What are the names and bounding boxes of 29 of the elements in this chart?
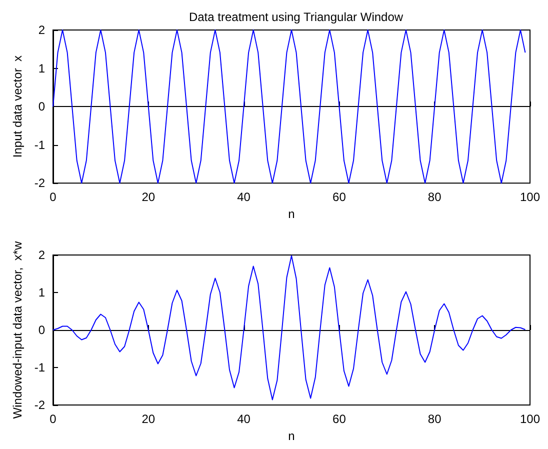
y-tick-label: 2 — [38, 23, 46, 37]
x-tick-label: 20 — [142, 190, 156, 204]
y-tick-label: -2 — [34, 398, 46, 412]
y-tick-label: 0 — [38, 323, 46, 337]
x-tick-label: 20 — [142, 412, 156, 426]
x-tick-label: 100 — [520, 412, 540, 426]
y-axis-title: Windowed-input data vector, x*w — [10, 240, 24, 419]
y-axis-title: Input data vector x — [10, 56, 24, 158]
x-tick-label: 80 — [428, 412, 442, 426]
x-axis-title: n — [288, 428, 295, 443]
x-tick-label: 40 — [237, 412, 251, 426]
x-tick-label: 0 — [50, 412, 57, 426]
y-tick-label: -1 — [34, 360, 46, 374]
x-tick-label: 60 — [332, 412, 346, 426]
y-tick-label: 0 — [38, 100, 46, 114]
y-tick-label: 1 — [38, 286, 46, 300]
y-tick-label: 1 — [38, 61, 46, 76]
chart-title: Data treatment using Triangular Window — [188, 10, 404, 24]
x-tick-label: 100 — [520, 190, 540, 204]
line-series — [52, 30, 526, 184]
y-tick-label: 2 — [38, 248, 46, 262]
x-axis-title: n — [288, 207, 295, 221]
x-tick-label: 0 — [50, 190, 57, 204]
y-tick-label: -2 — [34, 176, 46, 190]
line-series — [52, 255, 526, 400]
x-tick-label: 80 — [428, 190, 442, 204]
x-tick-label: 40 — [237, 190, 251, 204]
x-tick-label: 60 — [332, 190, 346, 204]
y-tick-label: -1 — [34, 138, 46, 152]
